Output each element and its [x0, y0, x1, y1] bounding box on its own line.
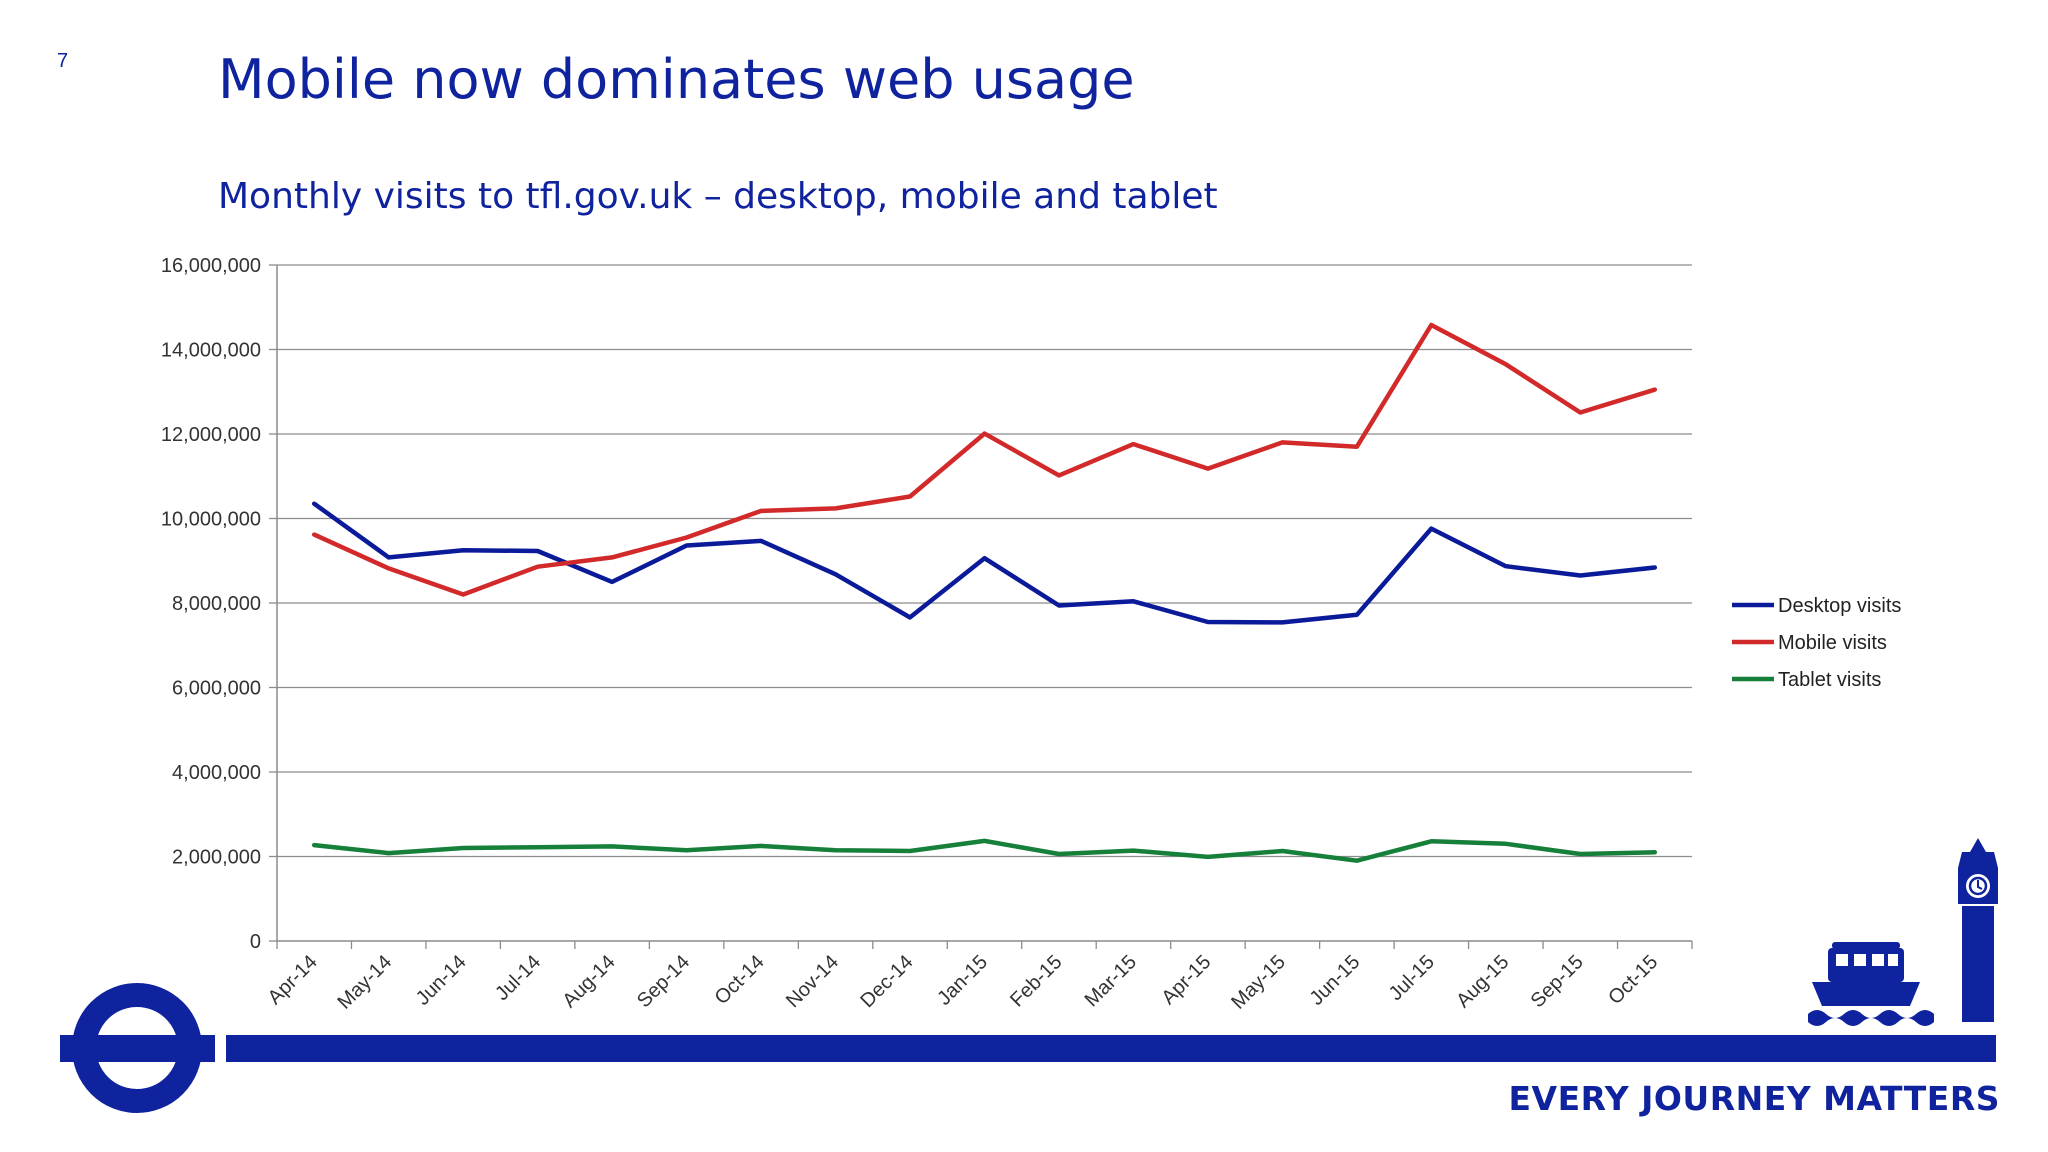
- x-tick-label: Feb-15: [1006, 951, 1066, 1011]
- x-tick-label: Mar-15: [1081, 951, 1141, 1011]
- x-tick-label: Jul-14: [491, 951, 545, 1005]
- y-tick-label: 4,000,000: [172, 762, 261, 784]
- x-tick-label: Apr-15: [1157, 951, 1215, 1009]
- y-tick-label: 8,000,000: [172, 593, 261, 615]
- x-tick-label: Jun-14: [412, 951, 471, 1010]
- legend-label: Tablet visits: [1778, 669, 1881, 691]
- slide-title: Mobile now dominates web usage: [218, 48, 1135, 111]
- legend-label: Desktop visits: [1778, 595, 1901, 617]
- y-tick-label: 14,000,000: [161, 340, 261, 362]
- x-tick-label: Aug-14: [559, 951, 620, 1012]
- x-tick-label: Jun-15: [1306, 951, 1365, 1010]
- boat-icon: [1808, 942, 1934, 1026]
- footer-line: [60, 1035, 1996, 1062]
- big-ben-icon: [1958, 838, 1998, 1022]
- chart-axes: [269, 264, 1693, 949]
- x-tick-label: Dec-14: [856, 951, 917, 1012]
- x-tick-label: Jan-15: [933, 951, 992, 1010]
- x-axis-tick-labels: Apr-14 May-14 Jun-14 Jul-14 Aug-14 Sep-14 Oct-…: [264, 951, 1663, 1014]
- chart-subtitle: Monthly visits to tfl.gov.uk – desktop, …: [218, 176, 1218, 217]
- x-tick-label: Sep-15: [1527, 951, 1588, 1012]
- y-tick-label: 10,000,000: [161, 509, 261, 531]
- gridlines: [277, 264, 1692, 858]
- x-tick-label: Aug-15: [1452, 951, 1513, 1012]
- y-tick-label: 6,000,000: [172, 678, 261, 700]
- chart-legend: Desktop visits Mobile visits Tablet visits: [1732, 595, 1901, 691]
- roundel-logo: [60, 983, 215, 1113]
- series-line-desktop-visits: [311, 501, 1658, 625]
- y-tick-label: 12,000,000: [161, 424, 261, 446]
- series-line-tablet-visits: [311, 838, 1658, 863]
- x-tick-label: Oct-15: [1604, 951, 1662, 1009]
- chart-series: [311, 322, 1658, 863]
- slide-number: 7: [57, 50, 69, 72]
- x-tick-label: Sep-14: [633, 951, 694, 1012]
- x-tick-label: Nov-14: [782, 951, 843, 1012]
- tagline: EVERY JOURNEY MATTERS: [1508, 1079, 2000, 1118]
- x-tick-label: May-14: [334, 951, 397, 1014]
- legend-label: Mobile visits: [1778, 632, 1887, 654]
- y-tick-label: 0: [250, 931, 261, 953]
- x-tick-label: Oct-14: [711, 951, 769, 1009]
- x-tick-label: Apr-14: [264, 951, 322, 1009]
- x-tick-label: May-15: [1227, 951, 1290, 1014]
- y-axis-tick-labels: 0 2,000,000 4,000,000 6,000,000 8,000,000 10,…: [161, 255, 261, 953]
- y-tick-label: 2,000,000: [172, 847, 261, 869]
- x-tick-label: Jul-15: [1385, 951, 1439, 1005]
- y-tick-label: 16,000,000: [161, 255, 261, 277]
- series-line-mobile-visits: [311, 322, 1658, 597]
